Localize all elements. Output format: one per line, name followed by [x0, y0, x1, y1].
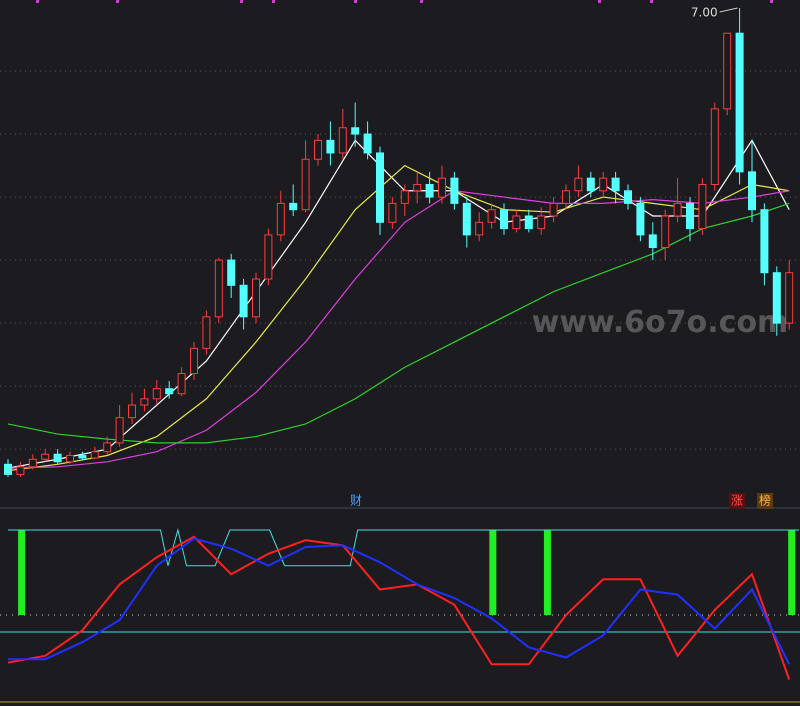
- candle-body: [115, 417, 124, 444]
- candle-body: [140, 398, 149, 406]
- signal-bar: [489, 530, 497, 615]
- candle-body: [462, 202, 471, 236]
- oscillator-line: [7, 535, 791, 680]
- peak-arrow: [719, 7, 738, 13]
- candle-body: [636, 202, 645, 236]
- signal-bar: [543, 530, 551, 615]
- signal-bar: [788, 530, 796, 615]
- candle-body: [202, 316, 211, 349]
- candle-body: [450, 177, 459, 204]
- marker-box: [757, 493, 773, 509]
- candle-body: [425, 183, 434, 198]
- candle-body: [152, 388, 161, 400]
- marker: 榜: [759, 493, 771, 508]
- candle-body: [673, 202, 682, 217]
- candle-body: [326, 139, 335, 154]
- candle-body: [351, 127, 360, 135]
- candle-body: [500, 209, 508, 230]
- candle-body: [549, 202, 558, 217]
- candle-body: [710, 108, 719, 185]
- candle-body: [301, 158, 310, 211]
- candle-body: [66, 454, 74, 463]
- candle-body: [661, 215, 670, 249]
- step-line: [8, 528, 800, 567]
- ma-line: [7, 164, 790, 472]
- candle-body: [90, 451, 99, 459]
- candle-body: [252, 278, 260, 318]
- candle-body: [363, 133, 372, 154]
- candle-body: [413, 183, 422, 192]
- candle-body: [686, 202, 694, 230]
- candle-body: [735, 32, 744, 173]
- candle-body: [599, 177, 608, 192]
- marker: 财: [350, 494, 362, 508]
- signal-bar: [18, 530, 26, 615]
- candle-body: [276, 202, 285, 236]
- candle-body: [190, 347, 198, 375]
- watermark: www.6o7o.com: [532, 305, 789, 340]
- candle-body: [28, 458, 37, 468]
- candle-body: [128, 404, 136, 419]
- candle-body: [177, 373, 186, 395]
- candle-body: [376, 152, 384, 223]
- candle-body: [289, 202, 298, 211]
- candle-body: [624, 190, 632, 204]
- candle-body: [314, 139, 322, 160]
- candle-body: [264, 234, 273, 280]
- candle-body: [487, 209, 496, 223]
- candle-body: [586, 177, 595, 192]
- candle-body: [524, 215, 533, 230]
- ma-line: [7, 202, 790, 444]
- candle-body: [239, 284, 248, 318]
- candle-body: [611, 177, 620, 192]
- candle-body: [475, 221, 484, 236]
- oscillator-line: [8, 537, 791, 665]
- candle-body: [698, 183, 707, 230]
- candle-body: [648, 234, 657, 248]
- candle-body: [760, 209, 769, 274]
- candle-body: [400, 190, 409, 204]
- candle-body: [78, 454, 87, 459]
- candle-body: [785, 272, 794, 324]
- candle-body: [227, 259, 236, 286]
- candle-body: [388, 202, 397, 223]
- candle-body: [772, 272, 781, 324]
- candle-body: [438, 177, 446, 198]
- candle-body: [16, 466, 25, 475]
- candle-body: [537, 215, 546, 230]
- peak-label: 7.00: [691, 6, 718, 20]
- candle-body: [723, 32, 732, 110]
- candle-body: [165, 388, 174, 395]
- candle-body: [748, 171, 756, 211]
- candle-body: [53, 453, 62, 463]
- candle-body: [574, 177, 583, 192]
- ma-line: [7, 190, 790, 469]
- candle-body: [512, 215, 521, 230]
- candle-body: [41, 453, 50, 460]
- candle-body: [562, 190, 570, 204]
- candle-body: [103, 442, 112, 453]
- marker-box: [729, 493, 745, 509]
- top-dots: [36, 0, 773, 3]
- candle-body: [214, 259, 223, 318]
- candle-body: [338, 127, 347, 154]
- marker: 涨: [731, 493, 743, 508]
- candle-body: [4, 463, 12, 475]
